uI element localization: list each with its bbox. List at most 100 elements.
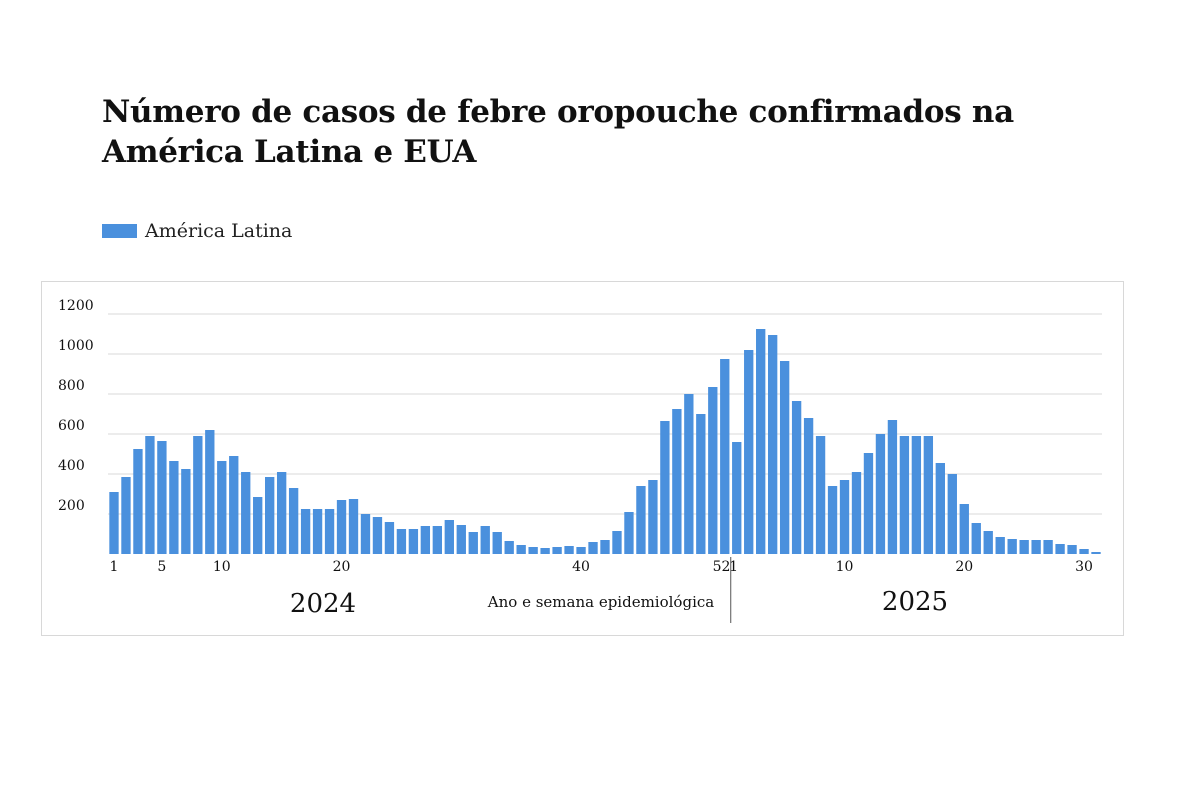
legend-label: América Latina bbox=[145, 220, 293, 242]
chart-frame bbox=[41, 281, 1124, 636]
bar bbox=[1091, 552, 1101, 554]
bar bbox=[1007, 539, 1017, 554]
bar bbox=[360, 514, 371, 554]
x-tick-label: 52 bbox=[713, 559, 731, 575]
bar bbox=[732, 442, 742, 554]
bar bbox=[492, 532, 502, 554]
bar bbox=[803, 418, 814, 554]
bar bbox=[612, 531, 622, 554]
bar bbox=[312, 509, 323, 554]
bar bbox=[420, 526, 431, 554]
bar bbox=[875, 434, 886, 554]
y-axis-labels: 200 400 600 800 1000 1200 bbox=[58, 298, 94, 514]
bar bbox=[672, 409, 682, 554]
bar bbox=[767, 335, 778, 554]
bar bbox=[779, 361, 790, 554]
bar bbox=[815, 436, 826, 554]
bar bbox=[624, 512, 634, 554]
bar bbox=[109, 492, 119, 554]
legend: América Latina bbox=[102, 220, 292, 242]
bar bbox=[839, 480, 850, 554]
year-label-2025: 2025 bbox=[882, 587, 948, 617]
bar bbox=[372, 517, 383, 554]
x-tick-label: 10 bbox=[213, 559, 231, 575]
bar bbox=[744, 350, 754, 554]
bar bbox=[288, 488, 299, 554]
x-axis-labels: 1 5 10 20 40 521 10 20 30 bbox=[110, 559, 1093, 575]
bar bbox=[145, 436, 155, 554]
bar bbox=[133, 449, 143, 554]
bar bbox=[660, 421, 670, 554]
x-axis-title: Ano e semana epidemiológica bbox=[487, 593, 714, 611]
bar bbox=[1055, 544, 1065, 554]
x-tick-label: 1 bbox=[110, 559, 119, 575]
bar bbox=[384, 522, 395, 554]
bar bbox=[720, 359, 730, 554]
bar bbox=[708, 387, 718, 554]
bar bbox=[791, 401, 802, 554]
legend-swatch bbox=[102, 224, 137, 238]
bar bbox=[1031, 540, 1041, 554]
bar bbox=[229, 456, 239, 554]
bar bbox=[456, 525, 466, 554]
y-tick-label: 600 bbox=[58, 418, 85, 434]
bar bbox=[324, 509, 335, 554]
bar bbox=[205, 430, 215, 554]
bar bbox=[552, 547, 562, 554]
bar bbox=[576, 547, 586, 554]
bar bbox=[468, 532, 478, 554]
bar bbox=[827, 486, 838, 554]
bar bbox=[504, 541, 514, 554]
bar bbox=[217, 461, 227, 554]
bar bbox=[935, 463, 945, 554]
bar bbox=[408, 529, 419, 554]
bar bbox=[169, 461, 179, 554]
bar bbox=[241, 472, 251, 554]
year-label-2024: 2024 bbox=[290, 589, 356, 619]
bar bbox=[157, 441, 167, 554]
bar bbox=[923, 436, 934, 554]
bar bbox=[995, 537, 1005, 554]
bar bbox=[684, 394, 694, 554]
bar bbox=[887, 420, 898, 554]
bar bbox=[540, 548, 550, 554]
bar bbox=[348, 499, 359, 554]
y-tick-label: 800 bbox=[58, 378, 85, 394]
bar bbox=[528, 547, 538, 554]
chart-title: Número de casos de febre oropouche confi… bbox=[102, 94, 1014, 170]
y-tick-label: 1200 bbox=[58, 298, 94, 314]
bar bbox=[911, 436, 922, 554]
bar bbox=[265, 477, 275, 554]
bar bbox=[300, 509, 311, 554]
bar bbox=[193, 436, 203, 554]
x-tick-label: 30 bbox=[1075, 559, 1093, 575]
bar bbox=[899, 436, 910, 554]
bar bbox=[480, 526, 490, 554]
bar bbox=[983, 531, 993, 554]
x-tick-label: 1 bbox=[729, 559, 738, 575]
bar bbox=[863, 453, 874, 554]
bar bbox=[851, 472, 862, 554]
bar bbox=[600, 540, 610, 554]
bar bbox=[432, 526, 443, 554]
bar bbox=[181, 469, 191, 554]
bar bbox=[516, 545, 526, 554]
bar bbox=[253, 497, 263, 554]
bar bbox=[636, 486, 646, 554]
x-tick-label: 40 bbox=[572, 559, 590, 575]
y-tick-label: 200 bbox=[58, 498, 85, 514]
x-tick-label: 5 bbox=[157, 559, 166, 575]
bar bbox=[947, 474, 957, 554]
bar bbox=[959, 504, 969, 554]
bar bbox=[564, 546, 574, 554]
bar bbox=[971, 523, 981, 554]
bar bbox=[1079, 549, 1089, 554]
bar bbox=[336, 500, 347, 554]
bar bbox=[696, 414, 706, 554]
bars bbox=[109, 329, 1101, 554]
bar bbox=[1019, 540, 1029, 554]
x-tick-label: 20 bbox=[333, 559, 351, 575]
bar bbox=[1067, 545, 1077, 554]
bar bbox=[648, 480, 658, 554]
